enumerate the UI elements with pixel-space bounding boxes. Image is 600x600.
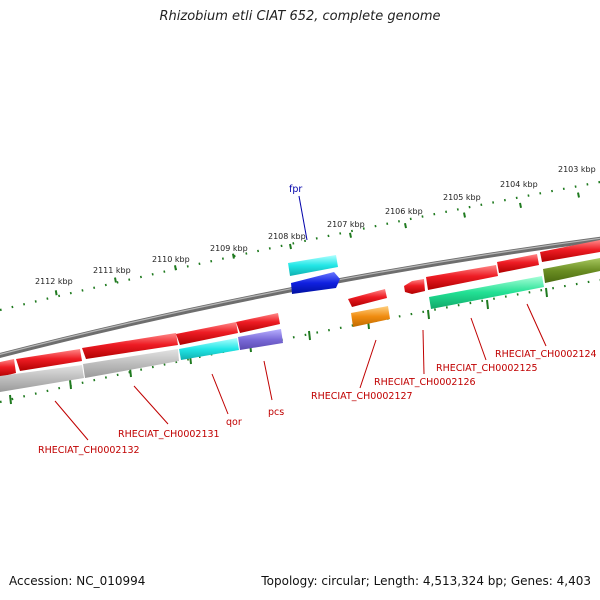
tick-label: 2112 kbp (35, 277, 73, 286)
tick-label: 2111 kbp (93, 266, 131, 275)
gene-label-RHECIAT-CH0002126: RHECIAT_CH0002126 (374, 377, 476, 388)
genome-backbone-highlight (0, 237, 600, 356)
outer-major-ticks (54, 192, 580, 296)
gene-arrow[interactable] (82, 333, 178, 359)
gene-arrow[interactable] (16, 349, 82, 371)
gene-arrow[interactable] (497, 254, 539, 273)
tick-label: 2104 kbp (500, 180, 538, 189)
tick-labels: 2103 kbp 2104 kbp 2105 kbp 2106 kbp 2107… (35, 165, 596, 286)
gene-label-pcs: pcs (268, 407, 284, 418)
gene-RHECIAT-CH0002131-block[interactable] (83, 349, 179, 378)
gene-arrow[interactable] (404, 279, 425, 294)
tick-label: 2110 kbp (152, 255, 190, 264)
gene-fpr-partner-arrow[interactable] (291, 272, 340, 294)
callout-lines (54, 195, 547, 441)
gene-label-RHECIAT-CH0002125: RHECIAT_CH0002125 (436, 363, 538, 374)
gene-label-RHECIAT-CH0002124: RHECIAT_CH0002124 (495, 349, 597, 360)
outer-ruler (0, 180, 600, 312)
RHECIAT-CH0002127-callout (359, 339, 377, 389)
gene-arrow[interactable] (540, 240, 600, 262)
tick-label: 2105 kbp (443, 193, 481, 202)
RHECIAT-CH0002131-callout (133, 385, 169, 425)
RHECIAT-CH0002124-callout (526, 303, 547, 347)
gene-pcs-block[interactable] (238, 329, 283, 350)
map-title: Rhizobium etli CIAT 652, complete genome (159, 9, 441, 24)
gene-RHECIAT-CH0002125-block[interactable] (429, 276, 544, 309)
genome-stats-text: Topology: circular; Length: 4,513,324 bp… (261, 574, 591, 588)
gene-RHECIAT-CH0002124-block[interactable] (543, 258, 600, 283)
RHECIAT-CH0002132-callout (54, 400, 89, 441)
qor-callout (211, 373, 229, 415)
gene-label-qor: qor (226, 417, 242, 428)
accession-text: Accession: NC_010994 (9, 574, 146, 588)
gene-arrow[interactable] (0, 359, 16, 377)
gene-fpr-arrow[interactable] (288, 255, 338, 276)
gene-qor-block[interactable] (179, 338, 239, 360)
tick-label: 2103 kbp (558, 165, 596, 174)
gene-RHECIAT-CH0002132-block[interactable] (0, 365, 84, 392)
inner-feature-track (0, 258, 600, 392)
tick-label: 2108 kbp (268, 232, 306, 241)
gene-arrow[interactable] (426, 265, 498, 290)
gene-qor-arrow[interactable] (176, 322, 238, 345)
RHECIAT-CH0002125-callout (470, 317, 487, 361)
tick-label: 2106 kbp (385, 207, 423, 216)
gene-RHECIAT-CH0002127-arrow[interactable] (348, 289, 387, 307)
gene-label-fpr: fpr (289, 184, 302, 195)
genome-backbone (0, 236, 600, 359)
gene-label-RHECIAT-CH0002127: RHECIAT_CH0002127 (311, 391, 413, 402)
gene-pcs-arrow[interactable] (236, 313, 280, 333)
inner-ruler (0, 278, 600, 404)
RHECIAT-CH0002126-callout (422, 329, 425, 375)
forward-strand-features (288, 240, 600, 294)
fpr-callout (298, 195, 308, 241)
pcs-callout (263, 360, 273, 401)
tick-label: 2107 kbp (327, 220, 365, 229)
gene-label-RHECIAT-CH0002131: RHECIAT_CH0002131 (118, 429, 220, 440)
gene-RHECIAT-CH0002127-box[interactable] (351, 306, 390, 327)
gene-label-RHECIAT-CH0002132: RHECIAT_CH0002132 (38, 445, 140, 456)
tick-label: 2109 kbp (210, 244, 248, 253)
gene-labels: fpr RHECIAT_CH0002124 RHECIAT_CH0002125 … (38, 184, 597, 456)
reverse-strand-features (0, 272, 390, 377)
